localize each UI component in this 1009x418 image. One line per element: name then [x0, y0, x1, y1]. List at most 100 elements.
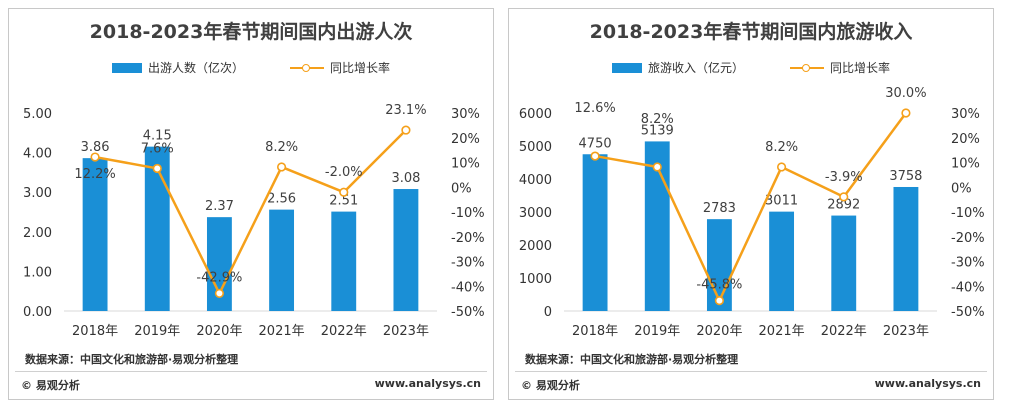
legend-label: 同比增长率 — [830, 61, 891, 75]
legend-item-line: 同比增长率 — [290, 59, 390, 76]
chart-legend: 出游人数（亿次） 同比增长率 — [9, 59, 493, 76]
growth-rate-label: 12.6% — [574, 101, 615, 116]
growth-rate-label: -3.9% — [825, 170, 863, 185]
x-tick-label: 2018年 — [572, 324, 618, 339]
y2-tick-label: 30% — [951, 107, 980, 122]
brand-logo-text: © 易观分析 — [521, 379, 580, 392]
line-point — [90, 152, 100, 162]
growth-rate-label: -2.0% — [325, 165, 363, 180]
y-tick-label: 1000 — [519, 272, 552, 287]
y2-tick-label: -20% — [451, 231, 485, 246]
chart-plot: 0 1000 2000 3000 4000 5000 6000 -50% -40% -30% -20… — [519, 86, 985, 339]
growth-rate-label: -42.9% — [196, 270, 242, 285]
chart-title: 2018-2023年春节期间国内旅游收入 — [589, 21, 913, 43]
footer-divider — [515, 371, 987, 372]
data-source-note: 数据来源：中国文化和旅游部·易观分析整理 — [25, 353, 239, 366]
y-tick-label: 6000 — [519, 107, 552, 122]
y2-tick-label: 10% — [451, 157, 480, 172]
line-point — [714, 296, 725, 306]
y2-tick-label: -40% — [951, 280, 985, 295]
line-point — [590, 151, 600, 161]
y2-tick-label: 30% — [451, 107, 480, 122]
bar-value-label: 2.51 — [329, 194, 358, 209]
y2-tick-label: -50% — [451, 305, 485, 320]
legend-item-line: 同比增长率 — [790, 59, 890, 76]
x-tick-label: 2019年 — [634, 324, 680, 339]
legend-line-swatch — [290, 63, 324, 73]
x-tick-label: 2020年 — [196, 324, 242, 339]
y2-tick-label: -40% — [451, 280, 485, 295]
bar-value-label: 4.15 — [143, 129, 172, 144]
bar — [831, 215, 857, 311]
line-point — [401, 125, 411, 135]
bar-value-label: 3011 — [765, 194, 798, 209]
line-point — [901, 108, 911, 118]
bar — [893, 186, 919, 311]
y-tick-label: 5.00 — [23, 107, 52, 122]
bar-value-label: 2892 — [827, 198, 860, 213]
chart-panel-tourist-trips: 2018-2023年春节期间国内出游人次 出游人数（亿次） 同比增长率 0.00… — [8, 8, 494, 400]
x-tick-label: 2021年 — [759, 324, 805, 339]
legend-item-bar: 旅游收入（亿元） — [611, 59, 744, 76]
bar-value-label: 2.37 — [205, 199, 234, 214]
y-tick-label: 5000 — [519, 140, 552, 155]
growth-rate-label: -45.8% — [696, 278, 742, 293]
line-point — [339, 187, 349, 197]
y2-tick-label: 0% — [451, 181, 472, 196]
growth-rate-label: 7.6% — [141, 141, 174, 156]
bar-value-label: 2.56 — [267, 192, 296, 207]
growth-rate-line — [594, 112, 907, 302]
y-tick-label: 0 — [544, 305, 552, 320]
y-tick-label: 0.00 — [23, 305, 52, 320]
x-tick-label: 2022年 — [321, 324, 367, 339]
line-point — [152, 163, 162, 174]
y2-tick-label: -10% — [451, 206, 485, 221]
y-tick-label: 2000 — [519, 239, 552, 254]
bar-value-label: 2783 — [703, 201, 736, 216]
bar-value-label: 3.08 — [391, 171, 420, 186]
x-tick-label: 2019年 — [134, 324, 180, 339]
footer-divider — [15, 371, 487, 372]
growth-rate-label: 23.1% — [385, 103, 426, 118]
legend-line-swatch — [790, 63, 824, 73]
legend-label: 旅游收入（亿元） — [647, 61, 744, 75]
legend-bar-swatch — [611, 62, 642, 73]
y-tick-label: 3000 — [519, 206, 552, 221]
line-point — [776, 162, 787, 172]
growth-rate-label: 30.0% — [885, 86, 926, 101]
line-point — [652, 162, 662, 172]
growth-rate-label: 8.2% — [641, 112, 674, 127]
y2-tick-label: 0% — [951, 181, 972, 196]
y2-tick-label: 20% — [951, 132, 980, 147]
x-tick-label: 2018年 — [72, 324, 118, 339]
chart-title: 2018-2023年春节期间国内出游人次 — [89, 21, 413, 43]
legend-label: 同比增长率 — [330, 61, 391, 75]
line-point — [276, 162, 287, 172]
legend-bar-swatch — [111, 62, 142, 73]
growth-rate-label: 8.2% — [265, 140, 298, 155]
x-tick-label: 2020年 — [696, 324, 742, 339]
bar — [706, 219, 732, 311]
y-tick-label: 4000 — [519, 173, 552, 188]
line-point — [214, 288, 225, 299]
bar-value-label: 5139 — [641, 123, 674, 138]
y2-tick-label: 10% — [951, 157, 980, 172]
y-tick-label: 1.00 — [23, 265, 52, 280]
growth-rate-line — [94, 129, 407, 295]
y2-tick-label: -20% — [951, 231, 985, 246]
bar — [331, 211, 357, 311]
brand-logo-text: © 易观分析 — [21, 379, 80, 392]
y2-tick-label: -30% — [451, 256, 485, 271]
y2-tick-label: -10% — [951, 206, 985, 221]
website-url: www.analysys.cn — [874, 377, 981, 390]
bar — [393, 189, 419, 311]
y-tick-label: 3.00 — [23, 186, 52, 201]
chart-panel-tourism-revenue: 2018-2023年春节期间国内旅游收入 旅游收入（亿元） 同比增长率 0 100… — [508, 8, 994, 400]
y2-tick-label: -50% — [951, 305, 985, 320]
y-tick-label: 2.00 — [23, 226, 52, 241]
growth-rate-label: 8.2% — [765, 140, 798, 155]
legend-label: 出游人数（亿次） — [147, 61, 244, 75]
x-tick-label: 2021年 — [259, 324, 305, 339]
bar — [144, 146, 170, 311]
chart-plot: 0.00 1.00 2.00 3.00 4.00 5.00 -50% -40% -30% -20%… — [23, 103, 485, 339]
